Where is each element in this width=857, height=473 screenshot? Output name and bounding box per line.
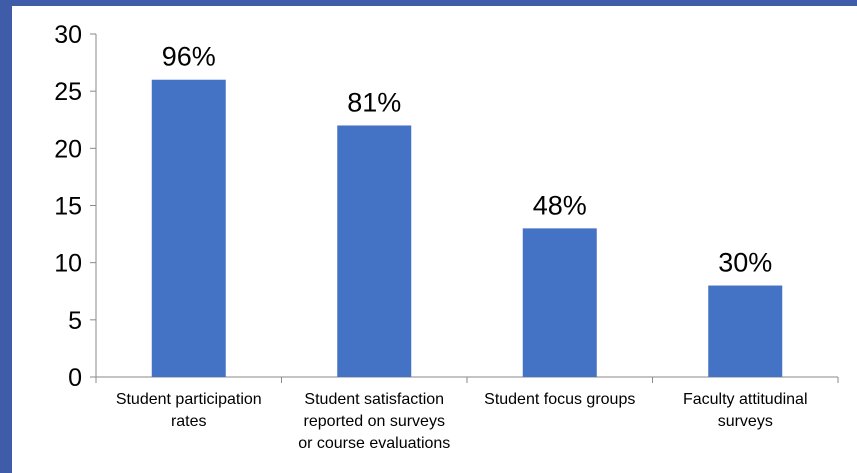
y-tick-label: 0 bbox=[68, 364, 82, 392]
bar bbox=[337, 125, 412, 377]
category-label-line: surveys bbox=[718, 413, 773, 430]
y-tick-label: 10 bbox=[54, 250, 82, 278]
chart-data-labels: 96% 81% 48% 30% bbox=[162, 42, 773, 278]
y-tick-label: 30 bbox=[54, 21, 82, 49]
category-label-line: Student participation bbox=[116, 391, 262, 408]
y-tick-label: 5 bbox=[68, 307, 82, 335]
category-label-line: Student focus groups bbox=[484, 391, 635, 408]
bar bbox=[708, 285, 783, 377]
x-axis-category-labels: Student participation rates Student satisf… bbox=[116, 391, 808, 452]
bar-data-label: 48% bbox=[533, 190, 587, 220]
y-tick-label: 25 bbox=[54, 78, 82, 106]
category-label-line: or course evaluations bbox=[298, 435, 450, 452]
chart-bars bbox=[151, 79, 783, 377]
bar-chart: 0 5 10 15 20 25 30 96% 81% 48% 30% Student partic… bbox=[54, 21, 839, 452]
category-label: Faculty attitudinal surveys bbox=[683, 391, 808, 430]
y-axis-ticks: 0 5 10 15 20 25 30 bbox=[54, 21, 96, 392]
bar bbox=[151, 79, 226, 377]
category-label: Student satisfaction reported on surveys o… bbox=[298, 391, 450, 452]
category-label-line: reported on surveys bbox=[304, 413, 445, 430]
bar bbox=[522, 228, 597, 377]
category-label-line: rates bbox=[171, 413, 207, 430]
y-tick-label: 20 bbox=[54, 135, 82, 163]
category-label: Student focus groups bbox=[484, 391, 635, 408]
category-label-line: Student satisfaction bbox=[304, 391, 444, 408]
chart-panel: 0 5 10 15 20 25 30 96% 81% 48% 30% Student partic… bbox=[12, 6, 857, 473]
category-label: Student participation rates bbox=[116, 391, 262, 430]
bar-data-label: 81% bbox=[347, 87, 401, 117]
bar-data-label: 96% bbox=[162, 42, 216, 72]
category-label-line: Faculty attitudinal bbox=[683, 391, 808, 408]
bar-data-label: 30% bbox=[718, 248, 772, 278]
y-tick-label: 15 bbox=[54, 193, 82, 221]
